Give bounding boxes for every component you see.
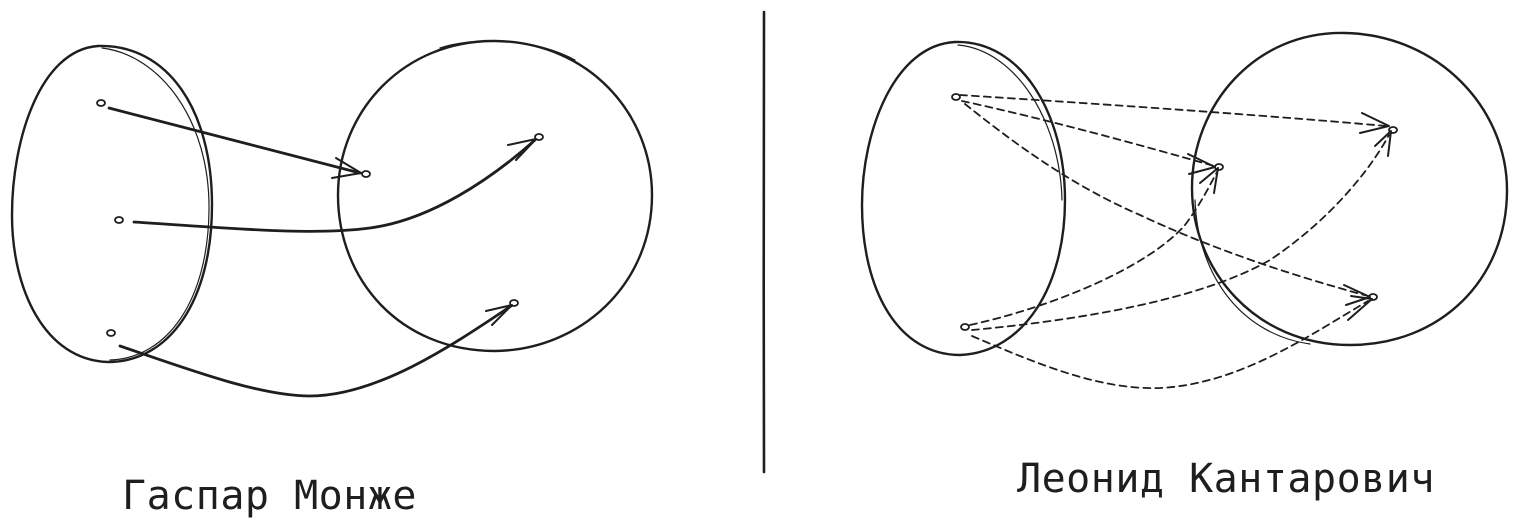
- plan-arrow-s2-t2: [971, 134, 1390, 331]
- kantorovich-target-set: [1190, 31, 1509, 347]
- monge-map-arrow-3: [118, 304, 513, 398]
- kantorovich-target-point-2: [1388, 126, 1398, 134]
- plan-arrow-s2-t3: [971, 300, 1369, 389]
- kantorovich-target-set-sketch: [1194, 199, 1311, 345]
- kantorovich-plan-arrows: [959, 94, 1390, 389]
- monge-target-point-3: [509, 299, 519, 307]
- plan-arrow-s1-t2: [959, 94, 1387, 127]
- monge-target-point-1: [361, 170, 371, 178]
- monge-map-arrow-2: [132, 138, 537, 233]
- monge-source-set-sketch: [101, 47, 210, 361]
- kantorovich-source-set: [860, 40, 1067, 357]
- plan-arrow-s2-t1: [969, 171, 1218, 326]
- monge-panel: [10, 39, 654, 398]
- monge-map-arrow-1: [107, 106, 362, 179]
- monge-source-point-1: [96, 99, 106, 107]
- kantorovich-arrow-heads: [1187, 112, 1392, 321]
- monge-source-point-2: [114, 216, 124, 224]
- monge-caption: Гаспар Монже: [122, 473, 417, 519]
- plan-arrow-s1-t1: [961, 100, 1215, 167]
- monge-target-point-2: [534, 133, 544, 141]
- kantorovich-panel: [860, 31, 1509, 389]
- plan-arrow-s1-t3: [964, 103, 1369, 297]
- monge-target-set: [336, 39, 654, 353]
- kantorovich-source-point-2: [960, 323, 970, 331]
- kantorovich-source-point-1: [951, 93, 961, 101]
- kantorovich-source-set-sketch: [957, 44, 1063, 201]
- kantorovich-caption: Леонид Кантарович: [1017, 456, 1435, 502]
- monge-source-set: [10, 44, 214, 364]
- monge-source-point-3: [106, 329, 116, 337]
- monge-target-set-sketch: [439, 40, 576, 61]
